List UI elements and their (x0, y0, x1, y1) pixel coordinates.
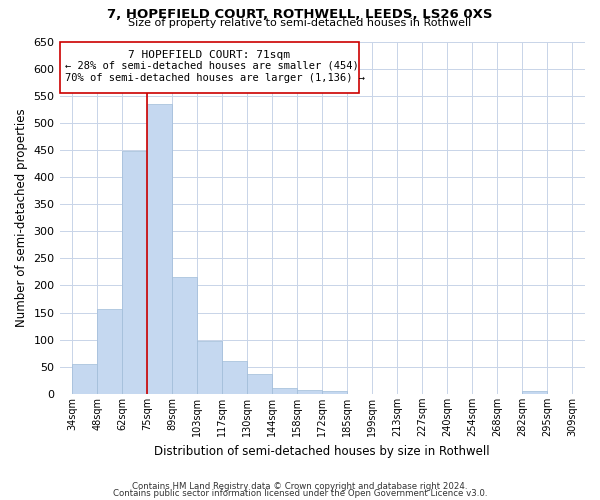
Bar (523, 391, 547, 394)
Bar (97, 309, 122, 394)
Bar (72, 364, 97, 394)
Text: 7 HOPEFIELD COURT: 71sqm: 7 HOPEFIELD COURT: 71sqm (128, 50, 290, 60)
Text: 70% of semi-detached houses are larger (1,136) →: 70% of semi-detached houses are larger (… (65, 73, 365, 83)
Text: 7, HOPEFIELD COURT, ROTHWELL, LEEDS, LS26 0XS: 7, HOPEFIELD COURT, ROTHWELL, LEEDS, LS2… (107, 8, 493, 20)
Text: ← 28% of semi-detached houses are smaller (454): ← 28% of semi-detached houses are smalle… (65, 61, 359, 71)
Bar (172, 277, 197, 394)
Bar (297, 390, 322, 394)
Bar (122, 151, 147, 394)
X-axis label: Distribution of semi-detached houses by size in Rothwell: Distribution of semi-detached houses by … (154, 444, 490, 458)
Bar (147, 104, 172, 394)
Bar (322, 391, 347, 394)
Text: Size of property relative to semi-detached houses in Rothwell: Size of property relative to semi-detach… (128, 18, 472, 28)
FancyBboxPatch shape (59, 42, 359, 93)
Bar (247, 374, 272, 394)
Text: Contains HM Land Registry data © Crown copyright and database right 2024.: Contains HM Land Registry data © Crown c… (132, 482, 468, 491)
Bar (197, 341, 222, 394)
Bar (272, 388, 297, 394)
Text: Contains public sector information licensed under the Open Government Licence v3: Contains public sector information licen… (113, 490, 487, 498)
Bar (222, 362, 247, 394)
Y-axis label: Number of semi-detached properties: Number of semi-detached properties (15, 108, 28, 327)
